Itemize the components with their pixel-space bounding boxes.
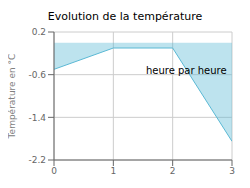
- svg-text:0: 0: [51, 166, 57, 176]
- html-text:Evolution de la température: Evolution de la température: [47, 10, 203, 23]
- svg-text:Température en °C: Température en °C: [8, 54, 17, 140]
- svg-text:2: 2: [170, 166, 176, 176]
- svg-text:3: 3: [229, 166, 235, 176]
- svg-text:-2.2: -2.2: [28, 155, 46, 165]
- svg-text:-1.4: -1.4: [28, 113, 46, 123]
- svg-text:heure par heure: heure par heure: [146, 65, 227, 76]
- svg-text:1: 1: [110, 166, 116, 176]
- svg-text:0.2: 0.2: [32, 27, 46, 37]
- svg-text:-0.6: -0.6: [28, 70, 46, 80]
